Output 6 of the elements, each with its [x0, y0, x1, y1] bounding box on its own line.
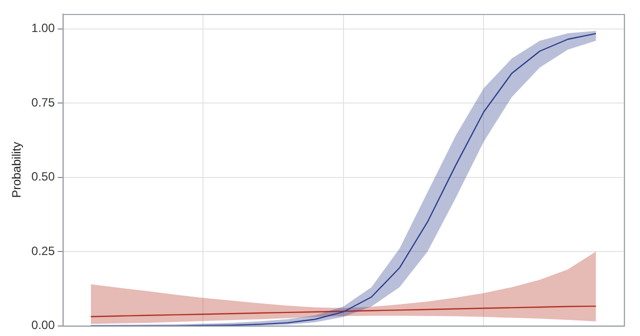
y-tick-label: 0.25 — [31, 244, 56, 258]
y-tick-label: 0.50 — [31, 170, 56, 184]
y-axis-title: Probability — [10, 142, 24, 198]
y-tick-label: 1.00 — [31, 21, 56, 36]
y-tick-label: 0.00 — [31, 318, 56, 332]
y-tick-label: 0.75 — [31, 95, 56, 110]
